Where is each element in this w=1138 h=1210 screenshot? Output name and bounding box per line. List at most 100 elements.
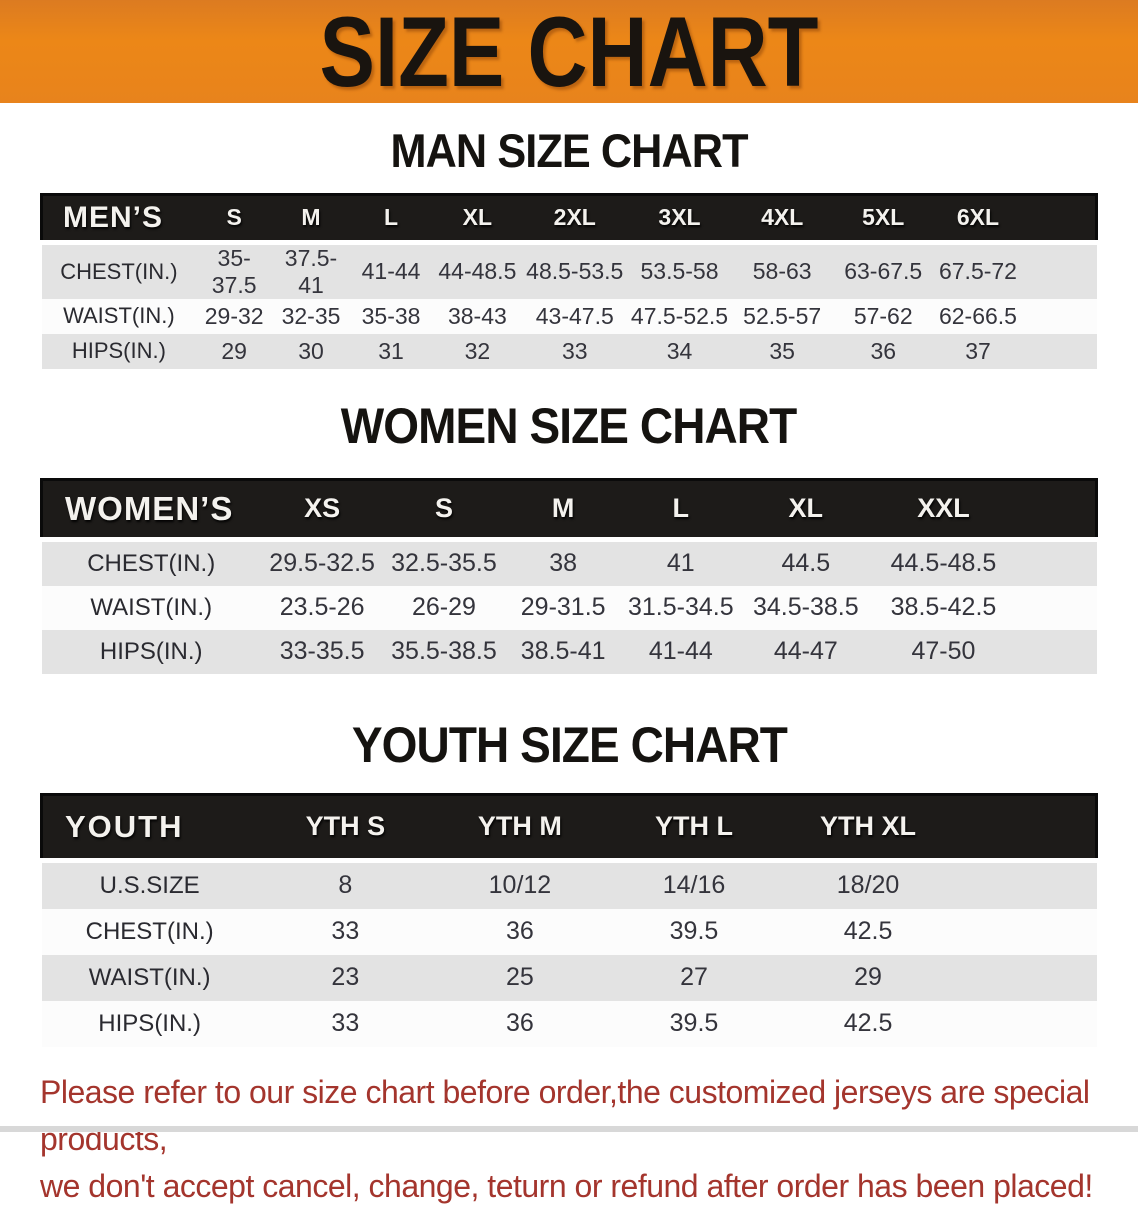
header-row: YOUTH YTH S YTH M YTH L YTH XL: [39, 792, 1099, 862]
row-label: WAIST(IN.): [63, 303, 175, 329]
column-header: XL: [432, 192, 523, 244]
cell-value: 42.5: [843, 917, 893, 946]
table-row: U.S.SIZE 8 10/12 14/16 18/20: [41, 857, 1097, 909]
cell-value: 31.5-34.5: [627, 593, 734, 622]
table-row: HIPS(IN.) 33-35.5 35.5-38.5 38.5-41 41-44 44-…: [41, 629, 1097, 674]
row-label: WAIST(IN.): [90, 593, 213, 621]
column-header: L: [349, 192, 433, 244]
cell-value: 58-63: [732, 239, 833, 299]
cell-value: 26-29: [411, 593, 476, 622]
cell-value: 35-38: [361, 302, 421, 329]
column-header: YTH L: [606, 792, 782, 862]
column-header: L: [621, 477, 740, 541]
cell-value: 32.5-35.5: [383, 536, 505, 586]
cell-filler: [955, 857, 1097, 909]
cell-value: 39.5: [669, 1009, 719, 1038]
table-row: HIPS(IN.) 33 36 39.5 42.5: [41, 1000, 1097, 1047]
header-filler: [1021, 192, 1098, 244]
cell-value: 43-47.5: [535, 302, 614, 329]
cell-value: 38-43: [447, 302, 507, 329]
cell-value: 52.5-57: [743, 302, 822, 329]
row-label: HIPS(IN.): [99, 637, 203, 665]
cell-value: 41: [621, 536, 740, 586]
disclaimer-text: Please refer to our size chart before or…: [40, 1069, 1118, 1210]
cell-value: 25: [506, 963, 534, 992]
cell-value: 47.5-52.5: [630, 302, 729, 329]
column-header: S: [383, 477, 505, 541]
cell-value: 41-44: [648, 637, 713, 666]
cell-value: 29.5-32.5: [260, 536, 384, 586]
cell-value: 57-62: [853, 302, 913, 329]
size-chart-banner: SIZE CHART: [0, 0, 1138, 103]
column-header: 3XL: [626, 192, 733, 244]
column-header: XS: [260, 477, 384, 541]
column-header: YTH XL: [781, 792, 956, 862]
table-row: WAIST(IN.) 23 25 27 29: [41, 954, 1097, 1001]
cell-value: 38.5-41: [520, 637, 606, 666]
row-label: CHEST(IN.): [41, 536, 261, 586]
column-header: 2XL: [522, 192, 627, 244]
cell-value: 44-47: [773, 637, 838, 666]
cell-value: 35-37.5: [196, 239, 273, 299]
youth-size-chart-heading: YOUTH SIZE CHART: [351, 716, 787, 773]
women-size-chart-heading: WOMEN SIZE CHART: [341, 397, 797, 454]
column-header: 5XL: [832, 192, 935, 244]
womens-size-table: WOMEN’S XS S M L XL XXL CHEST(IN.) 29.5-32.5 32.5…: [39, 477, 1099, 674]
cell-value: 62-66.5: [938, 302, 1017, 329]
cell-value: 30: [298, 337, 324, 364]
cell-value: 23: [331, 963, 360, 992]
cell-value: 47-50: [911, 637, 976, 666]
cell-value: 34.5-38.5: [752, 593, 859, 622]
row-label: CHEST(IN.): [85, 917, 214, 945]
banner-title: SIZE CHART: [319, 0, 819, 107]
table-row: WAIST(IN.) 23.5-26 26-29 29-31.5 31.5-34.5 34…: [41, 585, 1097, 630]
cell-value: 33: [561, 337, 588, 364]
cell-filler: [1015, 586, 1096, 630]
cell-value: 10/12: [432, 857, 607, 909]
cell-value: 36: [506, 1009, 534, 1038]
cell-value: 33: [331, 1009, 360, 1038]
cell-value: 44-48.5: [432, 239, 523, 299]
cell-value: 29: [221, 337, 247, 364]
disclaimer-line-2: we don't accept cancel, change, teturn o…: [40, 1167, 1093, 1204]
cell-value: 29-31.5: [520, 593, 606, 622]
cell-filler: [955, 909, 1096, 955]
cell-filler: [1022, 299, 1097, 334]
column-header: XXL: [871, 477, 1016, 541]
cell-value: 37: [965, 337, 991, 364]
cell-value: 44.5: [739, 536, 872, 586]
row-label: WAIST(IN.): [88, 963, 211, 991]
cell-value: 23.5-26: [279, 593, 365, 622]
column-header: MEN’S: [40, 192, 197, 244]
cell-value: 14/16: [606, 857, 782, 909]
table-row: WAIST(IN.) 29-32 32-35 35-38 38-43 43-47.5 47.…: [41, 298, 1097, 334]
header-filler: [955, 792, 1099, 862]
table-row: HIPS(IN.) 29 30 31 32 33 34 35 36 37: [41, 333, 1097, 369]
column-header: YOUTH: [39, 792, 258, 862]
cell-value: 35: [769, 337, 795, 364]
table-row: CHEST(IN.) 29.5-32.5 32.5-35.5 38 41 44.5 44.5…: [41, 536, 1097, 586]
column-header: 4XL: [732, 192, 833, 244]
cell-value: 8: [257, 857, 433, 909]
column-header: M: [504, 477, 622, 541]
bottom-edge-strip: [0, 1126, 1138, 1132]
column-header: XL: [739, 477, 872, 541]
row-label: HIPS(IN.): [98, 1009, 201, 1037]
cell-value: 63-67.5: [832, 239, 935, 299]
cell-filler: [1021, 239, 1097, 299]
column-header: YTH M: [432, 792, 607, 862]
cell-value: 38: [504, 536, 622, 586]
cell-filler: [955, 955, 1096, 1001]
row-label: U.S.SIZE: [41, 857, 258, 909]
cell-value: 29-32: [204, 302, 264, 329]
column-header: WOMEN’S: [39, 477, 261, 541]
cell-value: 48.5-53.5: [522, 239, 627, 299]
cell-value: 32: [464, 337, 491, 364]
cell-value: 35.5-38.5: [391, 637, 497, 666]
header-filler: [1015, 477, 1099, 541]
cell-value: 31: [378, 337, 404, 364]
man-size-chart-heading: MAN SIZE CHART: [390, 124, 748, 177]
cell-value: 36: [506, 917, 534, 946]
mens-size-table: MEN’S S M L XL 2XL 3XL 4XL 5XL 6XL CHEST(IN.) 35-37…: [40, 192, 1098, 369]
cell-value: 53.5-58: [626, 239, 733, 299]
